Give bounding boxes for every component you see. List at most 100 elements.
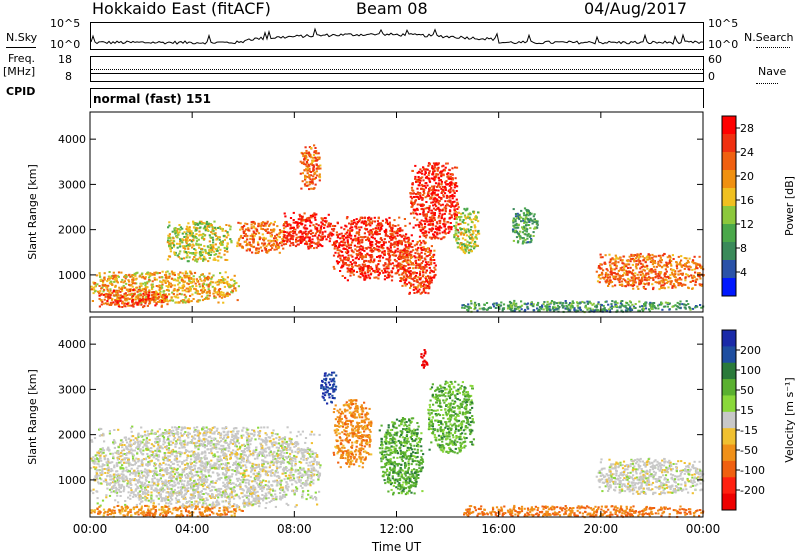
data-cell — [318, 176, 322, 179]
data-cell — [468, 216, 471, 219]
data-cell — [524, 214, 527, 217]
data-cell — [466, 244, 469, 247]
data-cell — [562, 305, 565, 308]
data-cell — [403, 281, 407, 284]
data-cell — [106, 289, 109, 292]
data-cell — [405, 237, 408, 240]
data-cell — [394, 232, 397, 235]
data-cell — [651, 302, 654, 305]
data-cell — [420, 246, 423, 249]
data-cell — [637, 309, 640, 312]
data-cell — [650, 256, 653, 259]
data-cell — [365, 247, 368, 250]
data-cell — [547, 303, 550, 306]
data-cell — [178, 286, 181, 289]
data-cell — [420, 266, 423, 269]
data-cell — [622, 255, 625, 258]
data-cell — [328, 232, 331, 235]
data-cell — [627, 282, 630, 285]
data-cell — [196, 260, 199, 263]
data-cell — [194, 254, 197, 257]
data-cell — [227, 283, 231, 286]
data-cell — [429, 275, 432, 278]
data-cell — [301, 180, 304, 183]
data-cell — [449, 177, 452, 180]
data-cell — [314, 232, 317, 235]
data-cell — [514, 307, 517, 310]
data-cell — [196, 227, 199, 230]
data-cell — [393, 264, 396, 267]
data-cell — [313, 178, 316, 180]
data-cell — [388, 263, 391, 265]
data-cell — [451, 195, 454, 198]
data-cell — [339, 237, 342, 240]
data-cell — [533, 213, 536, 216]
data-cell — [467, 215, 470, 218]
data-cell — [253, 231, 256, 234]
data-cell — [212, 292, 215, 295]
data-cell — [188, 239, 192, 242]
data-cell — [155, 294, 158, 297]
data-cell — [318, 158, 321, 160]
data-cell — [220, 256, 223, 259]
data-cell — [402, 260, 405, 263]
data-cell — [444, 223, 447, 226]
data-cell — [263, 222, 266, 225]
data-cell — [226, 231, 229, 234]
data-cell — [520, 209, 523, 212]
data-cell — [619, 259, 622, 262]
data-cell — [311, 238, 314, 241]
data-cell — [193, 234, 196, 237]
data-cell — [413, 292, 416, 294]
data-cell — [255, 247, 258, 250]
data-cell — [186, 233, 189, 236]
data-cell — [278, 251, 281, 254]
data-cell — [646, 267, 649, 270]
data-cell — [417, 180, 420, 183]
data-cell — [364, 256, 367, 259]
data-cell — [610, 273, 613, 276]
data-cell — [214, 232, 217, 235]
data-cell — [308, 219, 311, 222]
data-cell — [401, 272, 404, 275]
data-cell — [194, 288, 197, 291]
data-cell — [403, 276, 406, 279]
data-cell — [624, 304, 627, 307]
data-cell — [315, 170, 318, 173]
data-cell — [364, 254, 368, 256]
data-cell — [252, 240, 255, 243]
data-cell — [399, 234, 402, 236]
data-cell — [631, 263, 634, 266]
data-cell — [204, 248, 207, 251]
data-cell — [600, 271, 604, 274]
data-cell — [301, 152, 304, 155]
data-cell — [175, 301, 178, 304]
data-cell — [314, 159, 317, 162]
data-cell — [118, 286, 121, 289]
data-cell — [661, 277, 664, 280]
data-cell — [649, 277, 652, 279]
data-cell — [624, 279, 627, 282]
data-cell — [267, 225, 271, 227]
data-cell — [226, 250, 229, 253]
data-cell — [193, 271, 197, 274]
data-cell — [664, 268, 667, 271]
data-cell — [321, 238, 324, 241]
data-cell — [273, 237, 276, 240]
data-cell — [449, 200, 452, 203]
data-cell — [590, 309, 593, 312]
data-cell — [414, 266, 417, 269]
data-cell — [518, 215, 522, 218]
data-cell — [570, 302, 573, 305]
data-cell — [351, 226, 354, 229]
data-cell — [174, 278, 177, 281]
data-cell — [671, 305, 674, 308]
data-cell — [170, 247, 173, 249]
data-cell — [535, 219, 538, 222]
data-cell — [632, 305, 636, 308]
data-cell — [306, 217, 309, 220]
data-cell — [648, 270, 651, 273]
data-cell — [524, 233, 527, 236]
data-cell — [380, 244, 383, 246]
data-cell — [281, 230, 284, 233]
